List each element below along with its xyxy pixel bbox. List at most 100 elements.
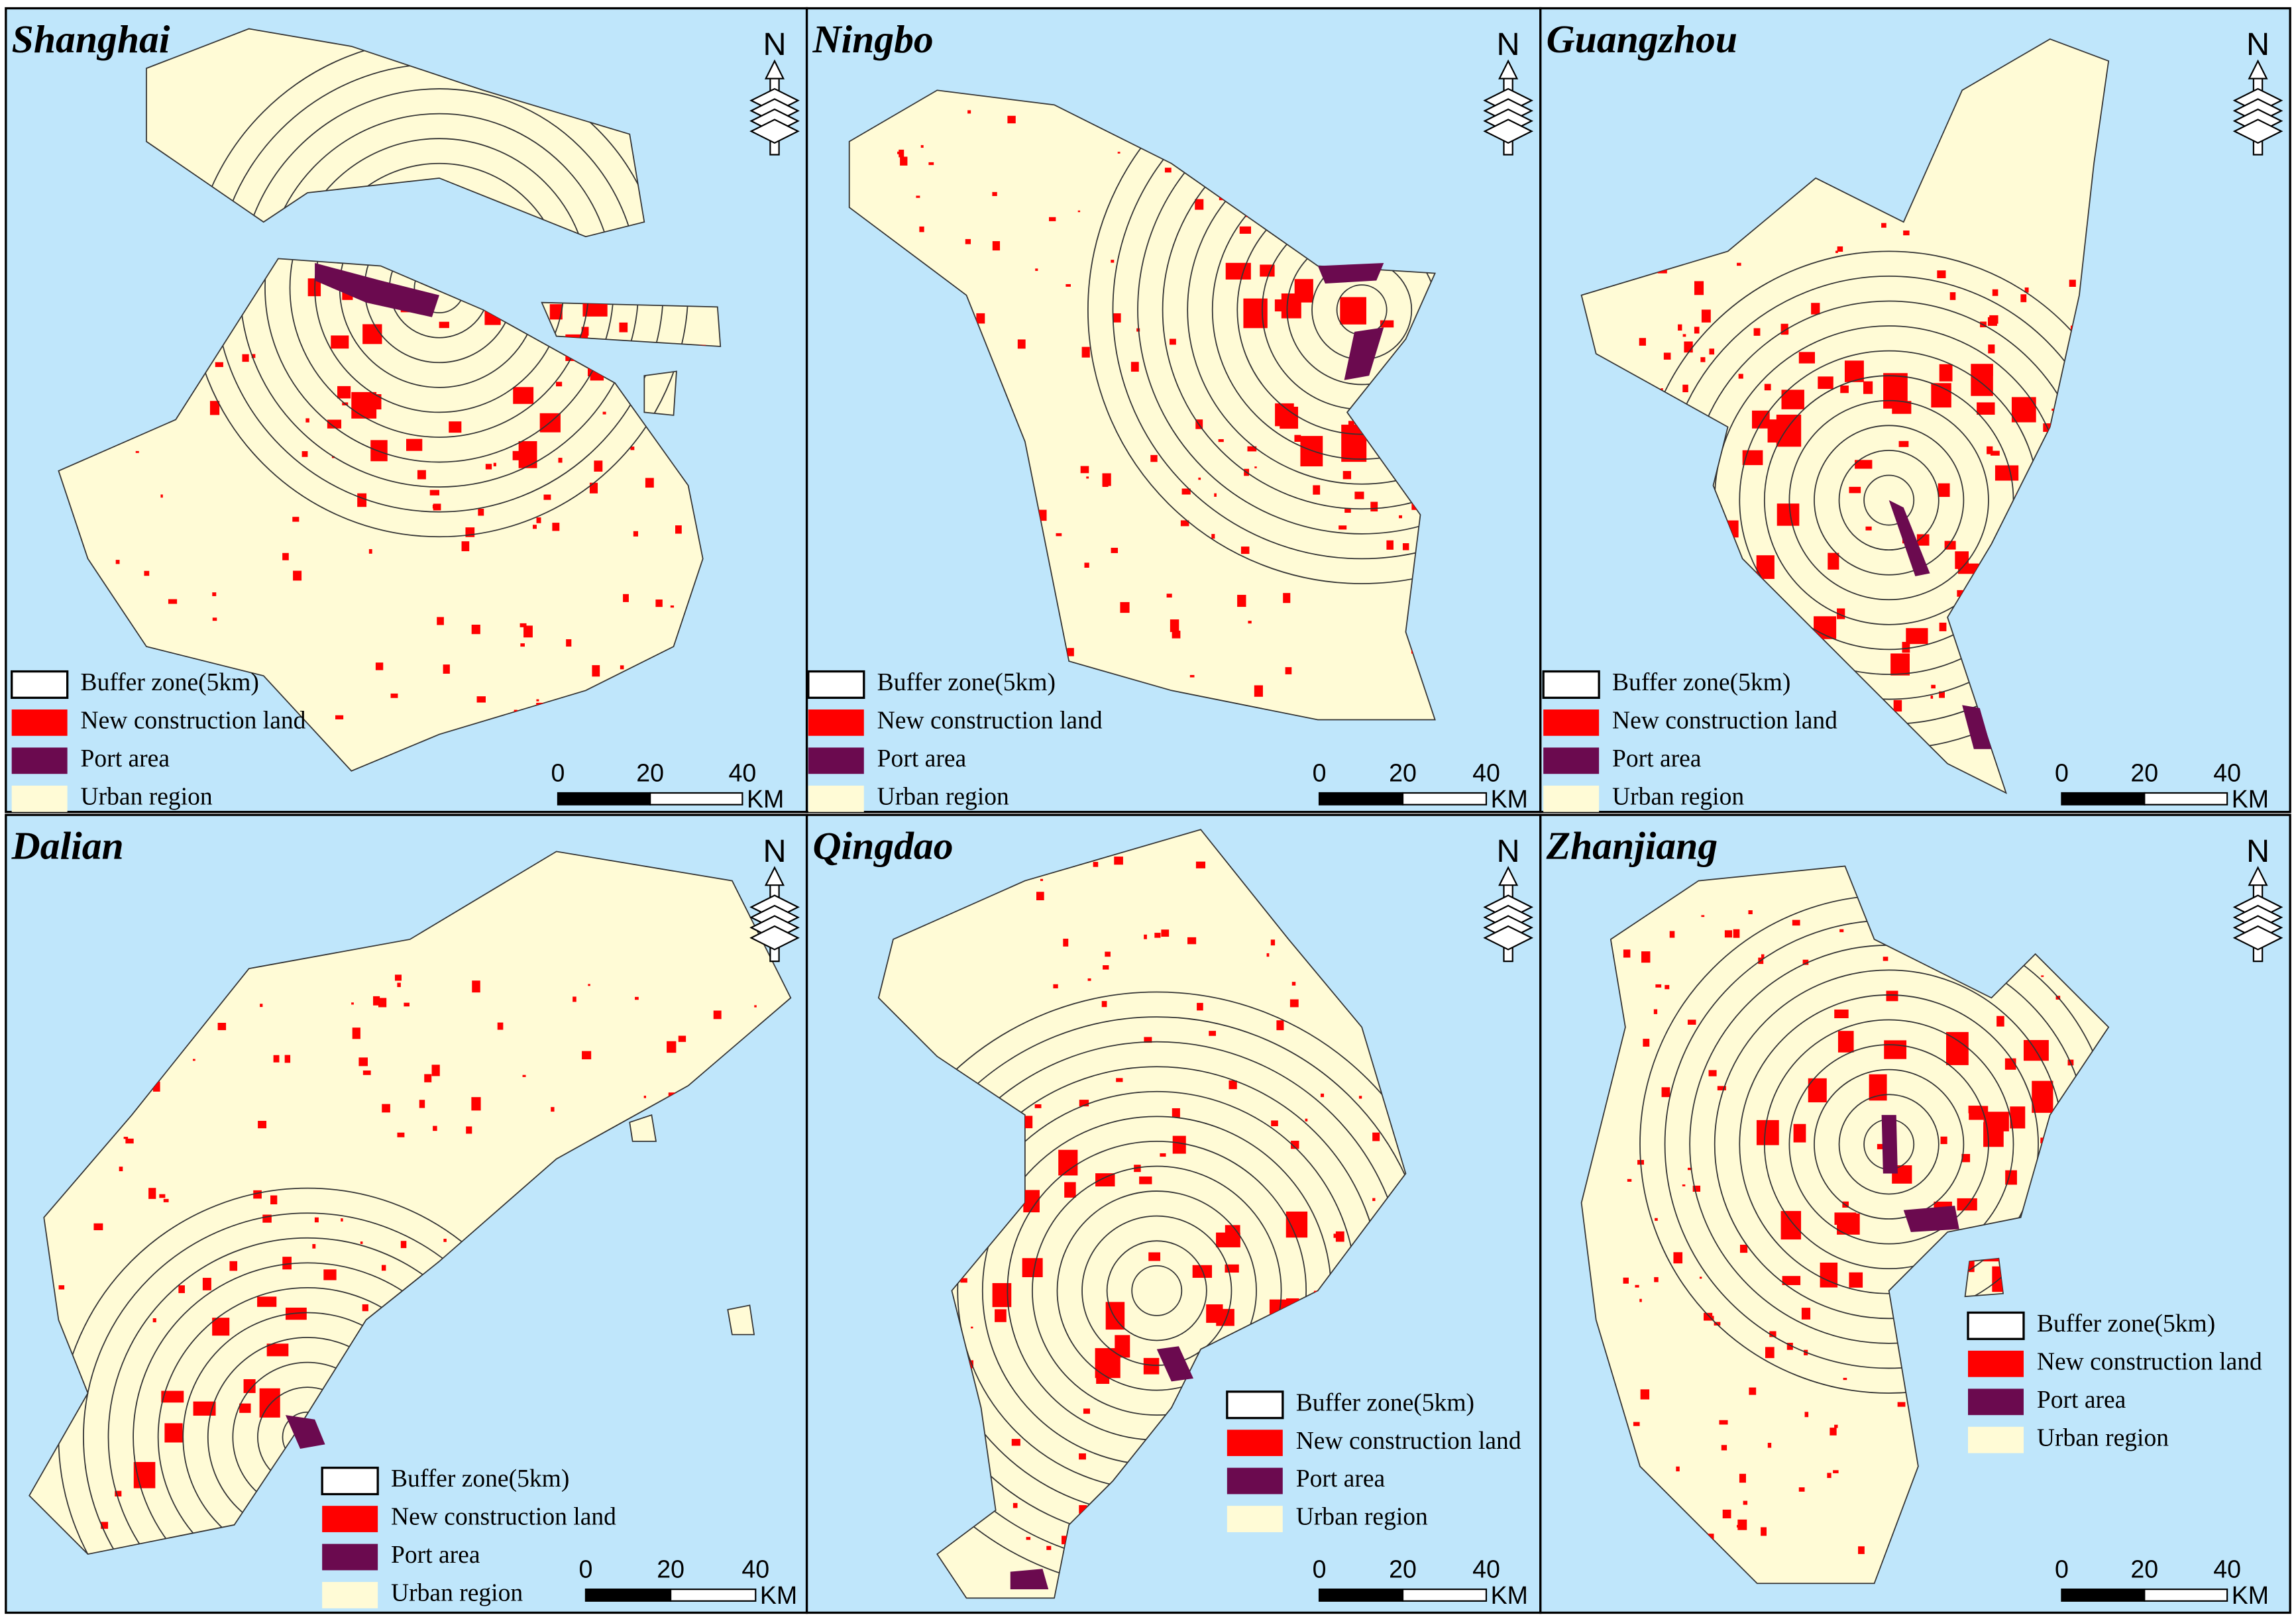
construction-land [1342, 470, 1352, 480]
construction-land [543, 494, 551, 500]
construction-land [1247, 446, 1257, 452]
construction-land [1354, 492, 1364, 499]
map-panel: Ningbo N Buffer zone(5km) New construction … [805, 7, 1542, 813]
construction-land [1035, 268, 1038, 271]
construction-land [1040, 878, 1044, 881]
construction-land [1687, 1020, 1696, 1025]
construction-land [1738, 374, 1743, 379]
construction-land [1777, 503, 1800, 526]
construction-land [152, 1318, 156, 1323]
legend-swatch [1226, 1390, 1284, 1420]
construction-land [1079, 1100, 1089, 1107]
construction-land [1180, 520, 1189, 527]
legend-swatch [1227, 1430, 1283, 1457]
construction-land [472, 980, 480, 993]
construction-land [493, 462, 496, 466]
north-symbol [749, 925, 800, 951]
legend-swatch [1227, 1506, 1283, 1532]
scale-label: 40 [1472, 758, 1500, 786]
legend-label: Urban region [2037, 1424, 2169, 1451]
construction-land [1254, 466, 1257, 468]
construction-land [1971, 364, 1993, 396]
construction-land [370, 394, 382, 410]
construction-land [1753, 328, 1761, 336]
construction-land [1849, 486, 1861, 494]
construction-land [1653, 1009, 1658, 1014]
construction-land [1276, 1020, 1284, 1031]
construction-land [1767, 1443, 1772, 1448]
construction-land [1700, 357, 1706, 362]
construction-land [1639, 1298, 1642, 1302]
construction-land [168, 599, 178, 604]
construction-land [1102, 473, 1111, 486]
construction-land [713, 1010, 722, 1020]
construction-land [675, 525, 682, 534]
construction-land [301, 451, 308, 457]
legend-swatch [1543, 747, 1600, 774]
construction-land [1761, 954, 1765, 959]
port-area [1888, 500, 1992, 749]
construction-land [1229, 1080, 1237, 1090]
legend-swatch [807, 670, 865, 700]
construction-land [1053, 984, 1058, 988]
buffer-ring [1863, 474, 1915, 526]
port-area [285, 1415, 325, 1449]
construction-land [1939, 691, 1945, 698]
construction-land [1676, 1466, 1680, 1472]
legend-label: New construction land [2037, 1348, 2262, 1375]
urban-region [877, 829, 1407, 1599]
construction-land [1017, 339, 1026, 349]
construction-land [417, 470, 426, 480]
construction-land [1897, 1402, 1906, 1407]
construction-land [1969, 1106, 1989, 1120]
construction-land [466, 1126, 472, 1134]
legend-swatch [1968, 1350, 2024, 1377]
construction-land [242, 354, 249, 362]
construction-land [293, 570, 302, 581]
legend-label: Buffer zone(5km) [1612, 669, 1790, 696]
construction-land [619, 322, 628, 333]
construction-land [620, 665, 624, 670]
construction-land [536, 699, 539, 702]
construction-land [159, 1194, 166, 1198]
construction-land [1172, 631, 1181, 639]
construction-land [251, 354, 256, 358]
legend-label: Buffer zone(5km) [81, 669, 259, 696]
legend-label: Port area [81, 745, 170, 772]
construction-land [212, 592, 217, 596]
construction-land [1937, 270, 1946, 278]
legend-label: Buffer zone(5km) [1296, 1389, 1474, 1416]
scale-unit: KM [760, 1581, 797, 1609]
construction-land [1197, 1002, 1203, 1011]
construction-land [101, 1522, 109, 1529]
construction-land [581, 327, 589, 336]
construction-land [1708, 1070, 1717, 1076]
north-symbol [749, 119, 800, 144]
buffer-ring [1838, 450, 1940, 551]
construction-land [1012, 1502, 1018, 1508]
construction-land [259, 1388, 280, 1418]
legend-swatch [1968, 1388, 2024, 1416]
map-title: Dalian [11, 823, 124, 867]
buffer-ring [1739, 994, 2039, 1294]
construction-land [1640, 1389, 1650, 1400]
construction-land [1266, 953, 1270, 957]
construction-land [1064, 1182, 1076, 1198]
construction-land [589, 482, 598, 494]
construction-land [1957, 1198, 1977, 1211]
construction-land [623, 594, 629, 602]
construction-land [135, 450, 139, 453]
map-panel: Shanghai N Buffer zone(5km) New constructio… [5, 7, 808, 813]
construction-land [178, 1285, 185, 1294]
construction-land [1114, 857, 1123, 865]
port-area [1010, 1346, 1194, 1590]
construction-land [1281, 293, 1301, 319]
construction-land [1839, 929, 1844, 933]
construction-land [478, 508, 484, 516]
scale-unit: KM [2232, 1581, 2269, 1609]
construction-land [519, 623, 527, 627]
construction-land [1709, 348, 1715, 355]
construction-land [1863, 381, 1873, 394]
construction-land [193, 1059, 195, 1061]
construction-land [257, 1296, 277, 1307]
